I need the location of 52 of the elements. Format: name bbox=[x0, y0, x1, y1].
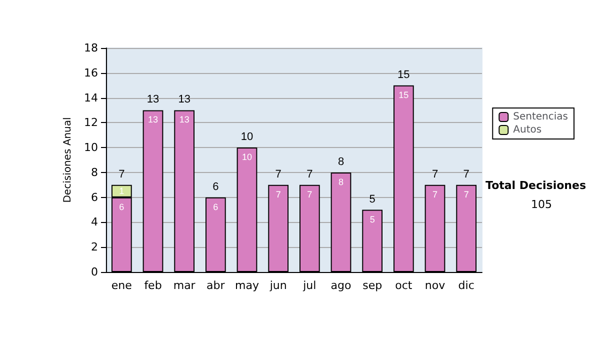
data-label: 7 bbox=[432, 189, 438, 200]
data-label: 7 bbox=[307, 189, 312, 200]
y-tick-label: 16 bbox=[84, 66, 98, 80]
data-label: 6 bbox=[213, 202, 218, 212]
x-tick-label: dic bbox=[458, 279, 474, 292]
total-label: 13 bbox=[146, 94, 160, 106]
y-tick-label: 14 bbox=[84, 91, 98, 104]
total-label: 10 bbox=[240, 131, 254, 144]
total-label: 8 bbox=[338, 156, 344, 168]
total-label: 7 bbox=[432, 168, 438, 180]
total-label: 7 bbox=[306, 168, 313, 180]
text: Total Decisiones bbox=[486, 179, 586, 192]
total-label: 6 bbox=[212, 180, 219, 193]
x-tick-label: abr bbox=[206, 279, 226, 292]
total-label: 7 bbox=[118, 168, 125, 180]
data-label: 1 bbox=[119, 186, 124, 196]
y-tick-label: 0 bbox=[91, 266, 98, 278]
data-label: 7 bbox=[276, 189, 281, 200]
total-label: 7 bbox=[463, 168, 470, 180]
data-label: 7 bbox=[464, 189, 469, 200]
data-label: 15 bbox=[398, 90, 409, 100]
y-tick-label: 18 bbox=[84, 42, 98, 54]
y-tick-label: 10 bbox=[84, 141, 98, 154]
text: 105 bbox=[531, 198, 552, 211]
data-label: 10 bbox=[242, 152, 252, 162]
x-tick-label: jul bbox=[302, 279, 316, 292]
y-tick-label: 12 bbox=[84, 116, 98, 130]
data-label: 8 bbox=[338, 176, 344, 187]
data-label: 5 bbox=[370, 214, 375, 224]
total-label: 5 bbox=[369, 193, 376, 206]
x-tick-label: oct bbox=[395, 279, 413, 292]
total-label: 13 bbox=[178, 94, 190, 106]
y-tick-label: 2 bbox=[91, 240, 98, 254]
x-tick-label: feb bbox=[144, 279, 162, 292]
x-tick-label: sep bbox=[362, 279, 382, 292]
data-label: 6 bbox=[119, 202, 124, 212]
y-tick-label: 6 bbox=[91, 190, 98, 204]
y-tick-label: 8 bbox=[91, 166, 98, 179]
x-tick-label: nov bbox=[424, 279, 446, 292]
x-tick-label: ago bbox=[330, 279, 352, 292]
total-label: 7 bbox=[275, 168, 282, 180]
data-label: 13 bbox=[179, 114, 190, 125]
data-label: 13 bbox=[148, 114, 158, 125]
x-tick-label: mar bbox=[173, 279, 196, 292]
x-tick-label: jun bbox=[268, 279, 287, 292]
x-tick-label: ene bbox=[111, 279, 132, 292]
total-label: 15 bbox=[398, 68, 410, 81]
x-tick-label: may bbox=[235, 279, 260, 292]
y-tick-label: 4 bbox=[91, 216, 98, 229]
y-axis-title: Decisiones Anual bbox=[62, 117, 74, 203]
legend-label: Autos bbox=[513, 124, 542, 136]
legend-label: Sentencias bbox=[513, 112, 568, 122]
